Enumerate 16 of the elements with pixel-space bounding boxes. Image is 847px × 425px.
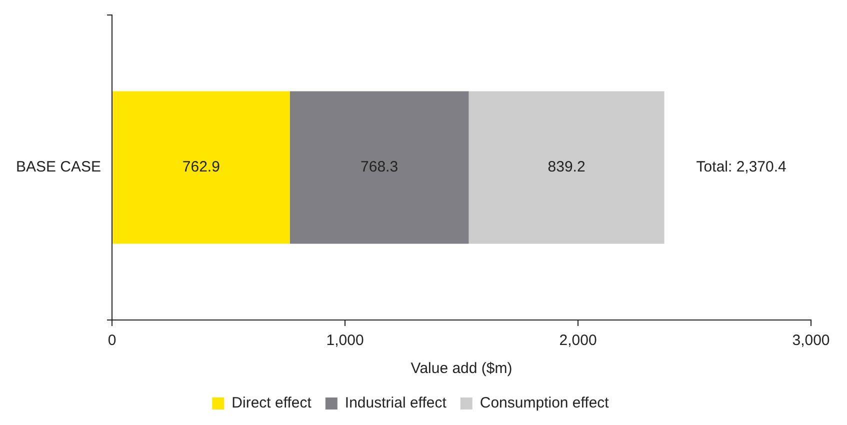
bar bbox=[290, 91, 469, 244]
x-tick-label: 2,000 bbox=[559, 332, 597, 350]
legend-label: Consumption effect bbox=[480, 394, 610, 412]
data-label: 768.3 bbox=[360, 158, 398, 176]
legend-label: Direct effect bbox=[232, 394, 312, 412]
x-tick-label: 3,000 bbox=[792, 332, 830, 350]
data-label: 762.9 bbox=[182, 158, 220, 176]
x-axis-title: Value add ($m) bbox=[410, 360, 512, 378]
y-tick-label: BASE CASE bbox=[16, 158, 102, 176]
bar bbox=[468, 91, 664, 244]
legend-label: Industrial effect bbox=[344, 394, 448, 412]
total-label: Total: 2,370.4 bbox=[696, 158, 786, 176]
bar bbox=[112, 91, 290, 244]
x-tick-label: 1,000 bbox=[326, 332, 364, 350]
data-label: 839.2 bbox=[548, 158, 586, 176]
x-tick-label: 0 bbox=[108, 332, 116, 350]
